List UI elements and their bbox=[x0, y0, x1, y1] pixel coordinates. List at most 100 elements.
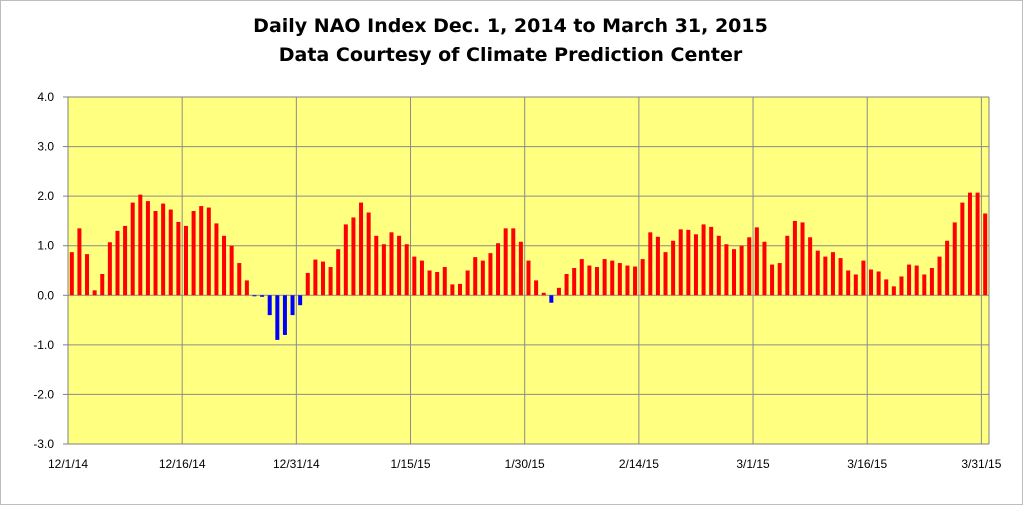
bar bbox=[876, 271, 881, 296]
bar bbox=[412, 256, 417, 296]
bar bbox=[397, 235, 402, 296]
bar bbox=[716, 235, 721, 296]
x-tick-labels: 12/1/14 12/16/14 12/31/14 1/15/15 1/30/15 2/1… bbox=[48, 457, 1002, 471]
bar bbox=[389, 232, 394, 296]
bar bbox=[168, 209, 173, 296]
bar bbox=[785, 235, 790, 296]
bar bbox=[823, 256, 828, 296]
bar bbox=[496, 243, 501, 296]
bar bbox=[419, 260, 424, 296]
bar bbox=[937, 256, 942, 296]
bar bbox=[564, 273, 569, 296]
bar bbox=[701, 224, 706, 296]
bar bbox=[648, 232, 653, 296]
bar bbox=[404, 244, 409, 296]
bar bbox=[244, 280, 249, 296]
bar bbox=[328, 267, 333, 296]
bar bbox=[381, 244, 386, 296]
bar bbox=[869, 269, 874, 296]
bar bbox=[298, 295, 303, 306]
bar bbox=[929, 268, 934, 296]
bar bbox=[206, 207, 211, 296]
bar bbox=[130, 202, 135, 296]
bar bbox=[838, 258, 843, 296]
bar bbox=[762, 241, 767, 296]
bar bbox=[229, 245, 234, 296]
bar bbox=[686, 229, 691, 296]
bar bbox=[678, 229, 683, 296]
bar bbox=[853, 274, 858, 296]
x-tick-label: 12/16/14 bbox=[159, 457, 206, 471]
bar bbox=[511, 228, 516, 296]
bar bbox=[815, 250, 820, 296]
bar bbox=[861, 260, 866, 296]
bar bbox=[640, 259, 645, 296]
bar bbox=[975, 192, 980, 296]
y-tick-labels: 4.0 3.0 2.0 1.0 0.0 -1.0 -2.0 -3.0 bbox=[33, 90, 54, 451]
x-tick-label: 2/14/15 bbox=[619, 457, 659, 471]
bar bbox=[899, 276, 904, 296]
bar bbox=[320, 261, 325, 296]
bar bbox=[671, 240, 676, 296]
chart-title: Daily NAO Index Dec. 1, 2014 to March 31… bbox=[0, 12, 1021, 70]
bar bbox=[442, 267, 447, 296]
bar bbox=[85, 254, 90, 296]
bar bbox=[579, 259, 584, 296]
bar bbox=[138, 194, 143, 296]
bar bbox=[922, 274, 927, 296]
bar bbox=[633, 266, 638, 296]
chart-title-line1: Daily NAO Index Dec. 1, 2014 to March 31… bbox=[253, 15, 768, 37]
bar bbox=[450, 284, 455, 296]
bar bbox=[359, 202, 364, 296]
bar bbox=[960, 202, 965, 296]
bar bbox=[541, 292, 546, 296]
bar bbox=[435, 271, 440, 296]
bar bbox=[473, 257, 478, 296]
bar bbox=[100, 273, 105, 296]
axes bbox=[63, 96, 990, 445]
y-tick-label: -2.0 bbox=[33, 387, 54, 401]
bar bbox=[374, 235, 379, 296]
x-tick-label: 3/1/15 bbox=[736, 457, 770, 471]
bar bbox=[534, 280, 539, 296]
bar bbox=[595, 267, 599, 296]
bar bbox=[343, 224, 348, 296]
bar bbox=[914, 265, 919, 296]
y-tick-label: -1.0 bbox=[33, 338, 54, 352]
bar bbox=[92, 290, 97, 296]
bar bbox=[693, 234, 698, 296]
bar bbox=[351, 217, 356, 296]
bar bbox=[747, 237, 752, 296]
x-tick-label: 12/31/14 bbox=[273, 457, 320, 471]
bar bbox=[267, 295, 272, 316]
bar bbox=[907, 264, 912, 296]
bar bbox=[587, 265, 592, 296]
x-tick-label: 12/1/14 bbox=[48, 457, 88, 471]
bar bbox=[427, 270, 432, 296]
bar bbox=[709, 226, 714, 296]
bar bbox=[732, 249, 737, 296]
bar bbox=[115, 230, 120, 296]
bar bbox=[237, 263, 242, 296]
bar bbox=[191, 211, 196, 296]
bar bbox=[214, 223, 219, 296]
y-tick-label: -3.0 bbox=[33, 437, 54, 451]
bar bbox=[846, 270, 851, 296]
bar bbox=[336, 249, 341, 296]
y-tick-label: 2.0 bbox=[37, 189, 54, 203]
bar bbox=[891, 286, 896, 296]
bar bbox=[518, 241, 523, 296]
bar bbox=[252, 295, 257, 297]
bar bbox=[572, 268, 577, 296]
bar bbox=[549, 295, 554, 303]
bar bbox=[260, 295, 265, 297]
bar bbox=[739, 245, 744, 296]
bar bbox=[123, 225, 128, 296]
bar bbox=[602, 259, 607, 296]
bar bbox=[480, 260, 485, 296]
bar bbox=[153, 211, 158, 296]
x-tick-label: 3/16/15 bbox=[847, 457, 887, 471]
y-tick-label: 0.0 bbox=[37, 288, 54, 302]
bar bbox=[176, 221, 181, 296]
bar bbox=[983, 213, 988, 296]
